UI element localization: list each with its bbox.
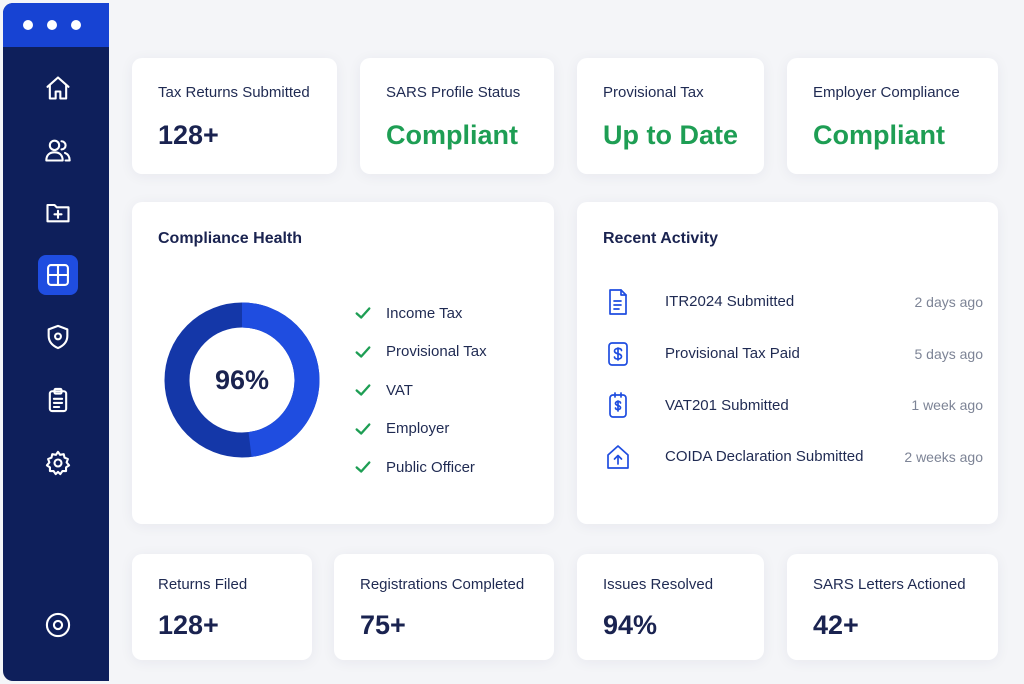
check-icon: [354, 420, 372, 438]
stat-label: SARS Letters Actioned: [813, 576, 966, 593]
stat-value: 128+: [158, 120, 219, 150]
receipt-icon: [603, 390, 633, 420]
nav-users[interactable]: [38, 130, 78, 170]
upload-icon: [603, 442, 633, 472]
activity-list: ITR2024 Submitted 2 days ago Provisional…: [603, 276, 983, 483]
stat-value: 75+: [360, 610, 406, 640]
activity-title: COIDA Declaration Submitted: [665, 448, 864, 466]
check-item-label: Employer: [386, 420, 450, 438]
stat-label: Employer Compliance: [813, 84, 960, 101]
check-icon: [354, 343, 372, 361]
activity-time: 5 days ago: [914, 345, 984, 362]
stat-value: 42+: [813, 610, 859, 640]
clipboard-icon: [48, 387, 68, 413]
activity-item[interactable]: COIDA Declaration Submitted 2 weeks ago: [603, 431, 983, 483]
status-value: Up to Date: [603, 120, 738, 150]
check-icon: [354, 381, 372, 399]
document-icon: [603, 287, 633, 317]
gear-icon: [45, 450, 71, 476]
check-item: VAT: [354, 371, 487, 410]
users-icon: [45, 139, 71, 162]
nav-home[interactable]: [38, 68, 78, 108]
recent-activity-card: Recent Activity ITR2024 Submitted 2 days…: [577, 202, 998, 524]
nav-help[interactable]: [38, 605, 78, 645]
stat-card-tax-returns[interactable]: Tax Returns Submitted 128+: [132, 58, 337, 174]
section-title: Recent Activity: [603, 230, 718, 247]
payment-icon: [603, 339, 633, 369]
nav-security[interactable]: [38, 317, 78, 357]
circle-target-icon: [45, 612, 71, 638]
stat-label: Provisional Tax: [603, 84, 704, 101]
nav-tasks[interactable]: [38, 380, 78, 420]
stat-value: 94%: [603, 610, 658, 640]
check-item: Employer: [354, 410, 487, 449]
check-item: Provisional Tax: [354, 333, 487, 372]
stat-card-sars-profile[interactable]: SARS Profile Status Compliant: [360, 58, 554, 174]
activity-time: 2 weeks ago: [904, 448, 983, 465]
stat-label: Registrations Completed: [360, 576, 525, 593]
activity-item[interactable]: Provisional Tax Paid 5 days ago: [603, 328, 983, 380]
activity-item[interactable]: VAT201 Submitted 1 week ago: [603, 379, 983, 431]
compliance-percent: 96%: [214, 364, 270, 395]
window-dot-1[interactable]: [23, 20, 33, 30]
sidebar: [3, 3, 109, 681]
check-item: Income Tax: [354, 294, 487, 333]
activity-item[interactable]: ITR2024 Submitted 2 days ago: [603, 276, 983, 328]
donut-progress-arc: [164, 302, 320, 458]
activity-title: Provisional Tax Paid: [665, 345, 800, 363]
nav-dashboard[interactable]: [38, 255, 78, 295]
status-value: Compliant: [813, 120, 945, 150]
check-item: Public Officer: [354, 448, 487, 487]
section-title: Compliance Health: [158, 230, 303, 247]
check-item-label: Income Tax: [386, 304, 463, 322]
check-icon: [354, 458, 372, 476]
stat-label: Issues Resolved: [603, 576, 714, 593]
check-item-label: Public Officer: [386, 458, 475, 476]
stat-label: Tax Returns Submitted: [158, 84, 310, 101]
stat-card-provisional-tax[interactable]: Provisional Tax Up to Date: [577, 58, 764, 174]
dashboard-grid-icon: [47, 264, 69, 286]
window-dot-3[interactable]: [71, 20, 81, 30]
stat-card-returns-filed[interactable]: Returns Filed 128+: [132, 554, 312, 660]
check-item-label: Provisional Tax: [386, 343, 487, 361]
nav-settings[interactable]: [38, 443, 78, 483]
check-icon: [354, 304, 372, 322]
stat-card-sars-letters[interactable]: SARS Letters Actioned 42+: [787, 554, 998, 660]
activity-time: 2 days ago: [914, 293, 984, 310]
nav-folders[interactable]: [38, 192, 78, 232]
window-titlebar: [3, 3, 109, 47]
stat-card-employer-compliance[interactable]: Employer Compliance Compliant: [787, 58, 998, 174]
activity-title: VAT201 Submitted: [665, 396, 789, 414]
activity-title: ITR2024 Submitted: [665, 293, 795, 311]
stat-value: 128+: [158, 610, 219, 640]
shield-icon: [47, 324, 69, 350]
check-item-label: VAT: [386, 381, 413, 399]
compliance-donut-chart: [164, 302, 320, 458]
stat-label: Returns Filed: [158, 576, 248, 593]
window-dot-2[interactable]: [47, 20, 57, 30]
stat-card-issues-resolved[interactable]: Issues Resolved 94%: [577, 554, 764, 660]
folder-add-icon: [46, 203, 70, 223]
compliance-health-card: Compliance Health 96% Income Tax Provisi…: [132, 202, 554, 524]
compliance-checklist: Income Tax Provisional Tax VAT Employer …: [354, 294, 487, 487]
status-value: Compliant: [386, 120, 518, 150]
stat-label: SARS Profile Status: [386, 84, 521, 101]
activity-time: 1 week ago: [911, 397, 983, 414]
stat-card-registrations[interactable]: Registrations Completed 75+: [334, 554, 554, 660]
home-icon: [46, 76, 70, 100]
